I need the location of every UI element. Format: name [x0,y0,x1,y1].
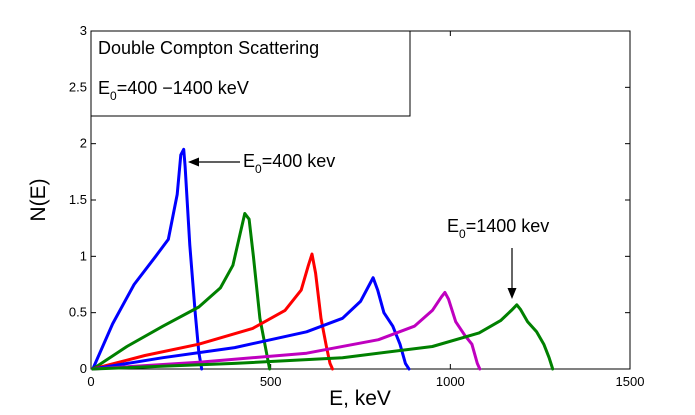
annotation-1400-sub: 0 [459,227,466,241]
y-tick-label: 2.5 [69,79,87,94]
tick-group: 0 500 1000 1500 0 0.5 1 1.5 2 2.5 3 [69,23,645,389]
legend-box: Double Compton Scattering E0=400 −1400 k… [90,30,411,117]
annotation-1400: E0=1400 kev [447,216,549,299]
annotation-400-main: E [243,151,255,171]
y-tick-label: 0 [80,361,87,376]
annotation-400-sub: 0 [255,162,262,176]
x-tick-label: 1000 [436,374,465,389]
annotation-400: E0=400 kev [188,151,335,176]
annotation-400-rest: =400 kev [262,151,336,171]
x-tick-label: 1500 [616,374,645,389]
legend-line-2-main: E [98,78,110,98]
y-tick-label: 3 [80,23,87,38]
series-line-4 [91,276,411,371]
legend-line-1: Double Compton Scattering [98,38,319,58]
x-tick-label: 0 [87,374,94,389]
annotation-1400-main: E [447,216,459,236]
annotation-400-arrowhead [188,157,199,167]
annotation-400-label: E0=400 kev [243,151,335,176]
annotation-1400-label: E0=1400 kev [447,216,549,241]
legend-line-2: E0=400 −1400 keV [98,78,249,103]
series-line-2 [91,212,272,371]
x-axis-title: E, keV [329,387,391,410]
series-line-6 [91,303,555,371]
annotation-1400-arrowhead [507,288,517,299]
legend-line-2-rest: =400 −1400 keV [117,78,249,98]
y-tick-label: 0.5 [69,305,87,320]
x-tick-label: 500 [260,374,282,389]
series-line-5 [91,290,482,371]
annotation-1400-rest: =1400 kev [466,216,550,236]
y-tick-label: 2 [80,136,87,151]
series-group [91,147,555,371]
legend-frame [90,30,411,117]
series-line-1 [91,147,204,371]
y-tick-label: 1.5 [69,192,87,207]
y-tick-label: 1 [80,248,87,263]
y-axis-title: N(E) [27,178,50,221]
series-line-3 [91,252,334,371]
legend-line-2-sub: 0 [110,89,117,103]
